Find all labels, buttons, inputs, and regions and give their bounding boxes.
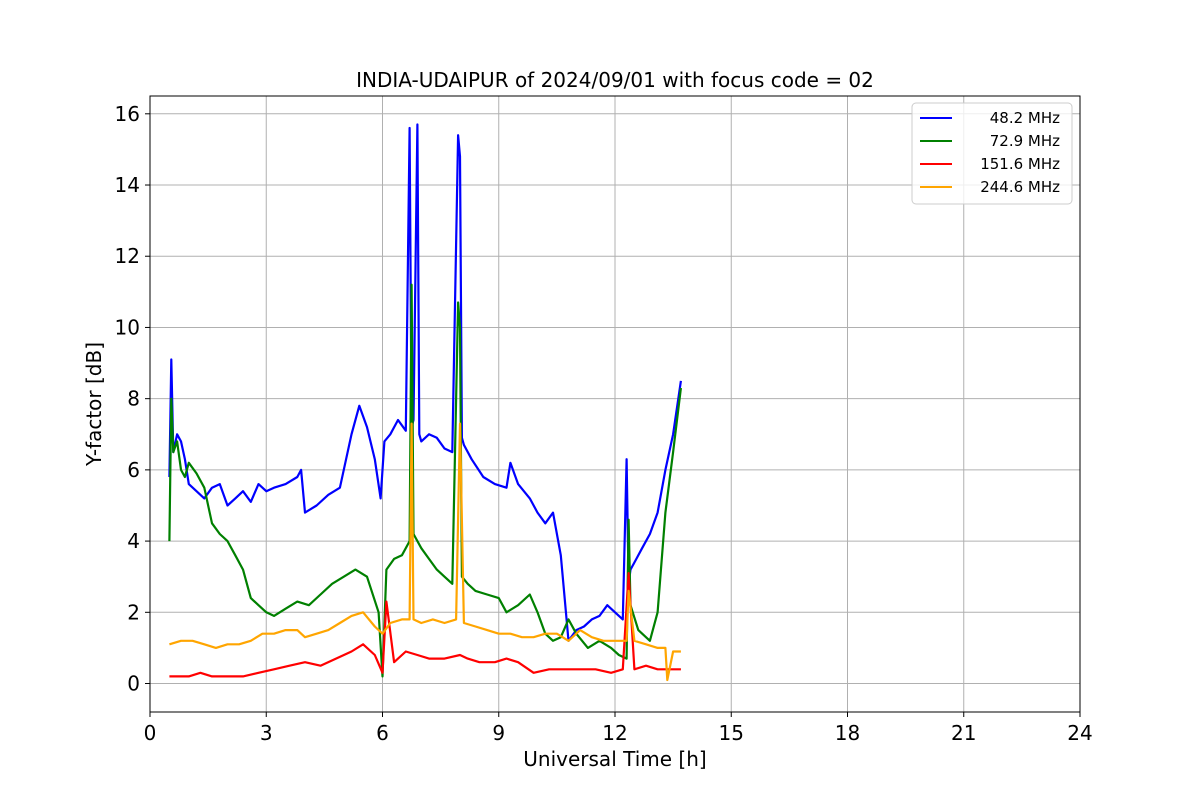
series-line-0 [168, 123, 682, 642]
legend-label: 151.6 MHz [980, 155, 1060, 173]
y-tick-label: 12 [115, 244, 140, 268]
y-axis: 0 2 4 6 8 10 12 14 16 [115, 102, 150, 696]
x-tick-label: 24 [1067, 721, 1092, 745]
y-tick-label: 8 [127, 387, 140, 411]
y-tick-label: 10 [115, 315, 140, 339]
series-line-3 [169, 422, 681, 682]
legend-label: 72.9 MHz [990, 132, 1060, 150]
y-axis-label: Y-factor [dB] [82, 342, 106, 467]
legend-box [911, 102, 1073, 205]
x-tick-label: 18 [835, 721, 860, 745]
y-tick-label: 4 [127, 529, 140, 553]
x-tick-label: 3 [260, 721, 273, 745]
x-tick-label: 0 [144, 721, 157, 745]
chart-title: INDIA-UDAIPUR of 2024/09/01 with focus c… [356, 68, 874, 92]
x-tick-label: 21 [951, 721, 976, 745]
series-line-1 [168, 283, 682, 678]
x-axis-label: Universal Time [h] [523, 747, 706, 771]
series-line-2 [169, 571, 681, 678]
x-tick-label: 9 [492, 721, 505, 745]
x-tick-label: 12 [602, 721, 627, 745]
y-tick-label: 14 [115, 173, 140, 197]
grid [149, 96, 1081, 712]
series-group [168, 123, 682, 682]
y-tick-label: 6 [127, 458, 140, 482]
x-tick-label: 15 [719, 721, 744, 745]
legend-label: 48.2 MHz [990, 109, 1060, 127]
y-tick-label: 2 [127, 600, 140, 624]
x-tick-label: 6 [376, 721, 389, 745]
y-tick-label: 0 [127, 672, 140, 696]
legend-label: 244.6 MHz [980, 178, 1060, 196]
legend: 48.2 MHz 72.9 MHz 151.6 MHz 244.6 MHz [911, 102, 1073, 205]
x-axis: 0 3 6 9 12 15 18 21 24 [144, 712, 1093, 745]
y-tick-label: 16 [115, 102, 140, 126]
